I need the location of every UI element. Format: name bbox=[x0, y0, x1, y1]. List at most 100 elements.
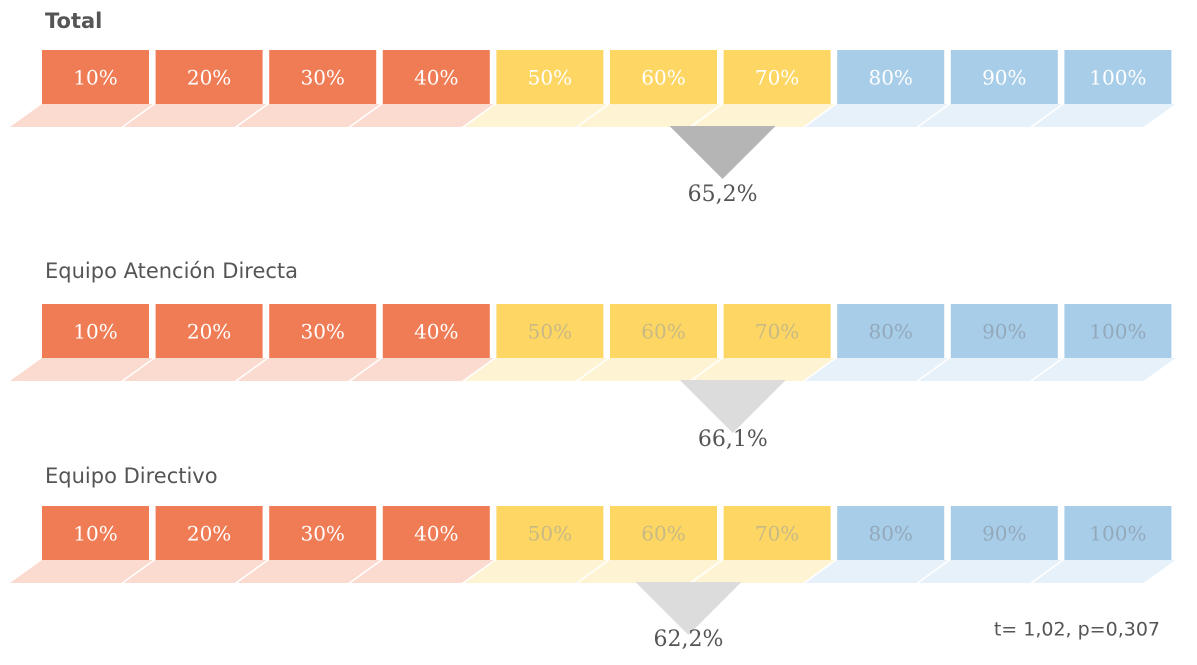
segment bbox=[1064, 50, 1172, 104]
segment-label: 20% bbox=[187, 320, 231, 344]
segment bbox=[382, 304, 490, 358]
segment-label: 40% bbox=[414, 320, 458, 344]
segment bbox=[155, 50, 263, 104]
segment-shadow bbox=[578, 358, 721, 381]
segment-label: 50% bbox=[528, 522, 572, 546]
segment-shadow bbox=[691, 104, 835, 127]
segment bbox=[950, 506, 1058, 560]
value-label: 62,2% bbox=[654, 627, 724, 652]
segment-shadow bbox=[578, 104, 721, 127]
segment-label: 20% bbox=[187, 522, 231, 546]
segment-shadow bbox=[805, 104, 949, 127]
segment bbox=[42, 50, 149, 104]
segment-shadow bbox=[1032, 358, 1176, 381]
segment-shadow bbox=[350, 104, 494, 127]
segment-label: 90% bbox=[982, 522, 1026, 546]
segment-label: 60% bbox=[641, 522, 685, 546]
segment bbox=[723, 304, 831, 358]
segment-label: 10% bbox=[73, 320, 117, 344]
segment bbox=[610, 50, 717, 104]
segment-label: 30% bbox=[300, 522, 344, 546]
segment bbox=[269, 50, 377, 104]
segment-label: 60% bbox=[641, 66, 685, 90]
footnote: t= 1,02, p=0,307 bbox=[994, 619, 1160, 641]
segment-label: 10% bbox=[73, 66, 117, 90]
segment-shadow bbox=[237, 560, 381, 583]
segment-shadow bbox=[691, 358, 835, 381]
segment-label: 80% bbox=[868, 522, 912, 546]
segment bbox=[950, 50, 1058, 104]
segment-label: 70% bbox=[755, 522, 799, 546]
segment-label: 40% bbox=[414, 522, 458, 546]
segment-label: 80% bbox=[868, 320, 912, 344]
segment bbox=[723, 50, 831, 104]
segment bbox=[837, 50, 945, 104]
segment-shadow bbox=[805, 358, 949, 381]
segment-shadow bbox=[10, 104, 153, 127]
segment-label: 30% bbox=[300, 66, 344, 90]
segment bbox=[1064, 506, 1172, 560]
segment-shadow bbox=[918, 560, 1062, 583]
segment-label: 90% bbox=[982, 320, 1026, 344]
segment bbox=[42, 506, 149, 560]
segment bbox=[610, 506, 717, 560]
segment bbox=[382, 506, 490, 560]
segment-shadow bbox=[578, 560, 721, 583]
segment bbox=[1064, 304, 1172, 358]
segment-label: 60% bbox=[641, 320, 685, 344]
value-label: 65,2% bbox=[688, 182, 758, 207]
segment bbox=[610, 304, 717, 358]
segment-label: 100% bbox=[1089, 66, 1146, 90]
segment-shadow bbox=[350, 560, 494, 583]
marker bbox=[635, 582, 742, 635]
segment-shadow bbox=[464, 358, 608, 381]
segment bbox=[382, 50, 490, 104]
segment-shadow bbox=[123, 358, 267, 381]
segment bbox=[723, 506, 831, 560]
segment-shadow bbox=[918, 104, 1062, 127]
segment bbox=[269, 304, 377, 358]
value-label: 66,1% bbox=[698, 427, 768, 452]
segment bbox=[155, 506, 263, 560]
segment-label: 50% bbox=[528, 320, 572, 344]
segment-label: 20% bbox=[187, 66, 231, 90]
segment-shadow bbox=[123, 560, 267, 583]
segment-shadow bbox=[1032, 560, 1176, 583]
segment-shadow bbox=[123, 104, 267, 127]
segment-label: 70% bbox=[755, 66, 799, 90]
segment-shadow bbox=[237, 358, 381, 381]
marker bbox=[669, 126, 776, 179]
segment-shadow bbox=[237, 104, 381, 127]
segment-label: 100% bbox=[1089, 522, 1146, 546]
segment-shadow bbox=[464, 104, 608, 127]
segment-shadow bbox=[464, 560, 608, 583]
segment bbox=[837, 304, 945, 358]
segment bbox=[496, 506, 604, 560]
segment-shadow bbox=[10, 358, 153, 381]
segment-shadow bbox=[691, 560, 835, 583]
segment bbox=[837, 506, 945, 560]
marker bbox=[679, 380, 786, 433]
segment bbox=[496, 50, 604, 104]
segment bbox=[950, 304, 1058, 358]
segment-shadow bbox=[918, 358, 1062, 381]
segment-label: 50% bbox=[528, 66, 572, 90]
segment-shadow bbox=[10, 560, 153, 583]
row-title: Equipo Directivo bbox=[45, 464, 218, 488]
segment bbox=[269, 506, 377, 560]
segment-label: 70% bbox=[755, 320, 799, 344]
segment-shadow bbox=[805, 560, 949, 583]
row-title: Equipo Atención Directa bbox=[45, 259, 298, 283]
segment-label: 80% bbox=[868, 66, 912, 90]
segment bbox=[496, 304, 604, 358]
segment-label: 90% bbox=[982, 66, 1026, 90]
segment-shadow bbox=[1032, 104, 1176, 127]
segment-label: 30% bbox=[300, 320, 344, 344]
segment-shadow bbox=[350, 358, 494, 381]
segment bbox=[42, 304, 149, 358]
segment-label: 40% bbox=[414, 66, 458, 90]
segment-label: 100% bbox=[1089, 320, 1146, 344]
row-title: Total bbox=[45, 9, 102, 33]
segment-label: 10% bbox=[73, 522, 117, 546]
